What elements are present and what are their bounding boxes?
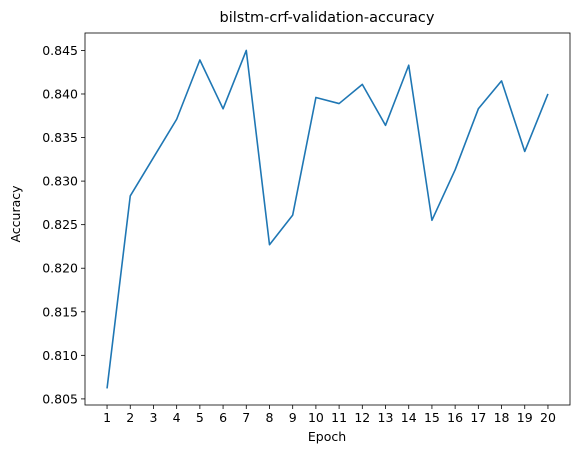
x-tick-label: 15 bbox=[424, 410, 440, 425]
x-tick-label: 17 bbox=[470, 410, 486, 425]
x-tick-label: 14 bbox=[401, 410, 417, 425]
chart-title: bilstm-crf-validation-accuracy bbox=[220, 10, 435, 26]
y-tick-label: 0.805 bbox=[42, 391, 78, 406]
x-tick-label: 20 bbox=[540, 410, 556, 425]
plot-area bbox=[84, 32, 571, 406]
y-tick-label: 0.810 bbox=[42, 348, 78, 363]
y-tick-label: 0.815 bbox=[42, 304, 78, 319]
x-tick-label: 8 bbox=[266, 410, 274, 425]
x-tick-label: 18 bbox=[494, 410, 510, 425]
y-tick-label: 0.835 bbox=[42, 130, 78, 145]
x-tick-label: 7 bbox=[242, 410, 250, 425]
x-tick-label: 9 bbox=[289, 410, 297, 425]
x-tick-label: 13 bbox=[378, 410, 394, 425]
series-line-0 bbox=[106, 49, 549, 389]
x-tick-label: 19 bbox=[517, 410, 533, 425]
x-tick-label: 5 bbox=[196, 410, 204, 425]
x-tick-label: 2 bbox=[126, 410, 134, 425]
x-tick-label: 3 bbox=[149, 410, 157, 425]
x-tick-label: 12 bbox=[354, 410, 370, 425]
x-tick-label: 1 bbox=[103, 410, 111, 425]
plot-frame bbox=[84, 32, 571, 406]
y-tick-label: 0.845 bbox=[42, 43, 78, 58]
x-tick-label: 11 bbox=[331, 410, 347, 425]
y-axis-label: Accuracy bbox=[8, 185, 23, 243]
x-axis: 1 2 3 4 5 6 7 8 9 10 11 12 13 14 15 16 17 18 19 20 bbox=[103, 405, 556, 425]
x-tick-label: 4 bbox=[173, 410, 181, 425]
x-tick-label: 10 bbox=[308, 410, 324, 425]
y-tick-label: 0.825 bbox=[42, 217, 78, 232]
y-tick-label: 0.840 bbox=[42, 86, 78, 101]
y-tick-label: 0.830 bbox=[42, 174, 78, 189]
y-axis: 0.805 0.810 0.815 0.820 0.825 0.830 0.835 0.840… bbox=[42, 43, 85, 406]
x-axis-label: Epoch bbox=[308, 429, 346, 444]
x-tick-label: 16 bbox=[447, 410, 463, 425]
x-tick-label: 6 bbox=[219, 410, 227, 425]
y-tick-label: 0.820 bbox=[42, 261, 78, 276]
